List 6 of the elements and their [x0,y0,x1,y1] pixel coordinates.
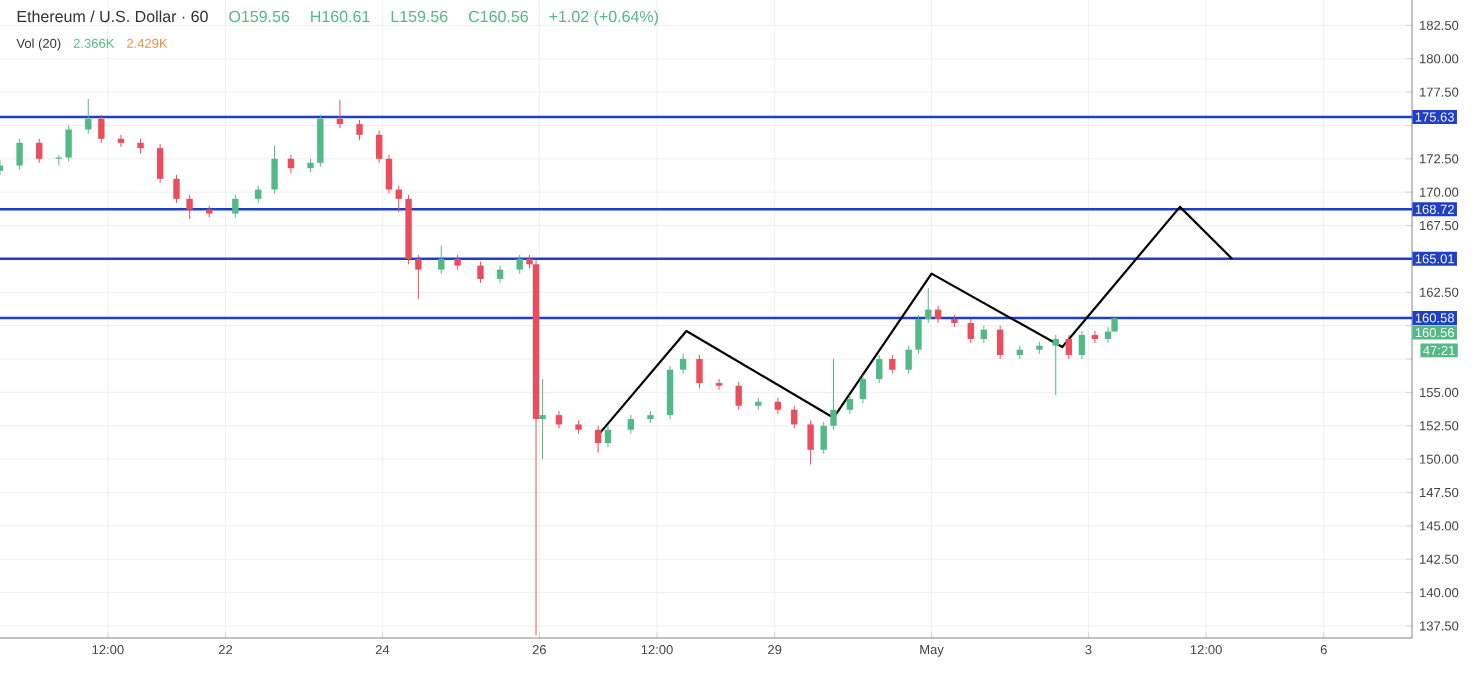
annotation: C160.56 [468,10,528,23]
annotation: H160.61 [311,10,370,23]
annotation: O159.56 [229,10,290,23]
annotation: L159.56 [391,10,448,23]
annotation: +1.02 (+0.64%) [549,10,658,26]
annotation: Ethereum / U.S. Dollar · 60 [17,10,208,23]
